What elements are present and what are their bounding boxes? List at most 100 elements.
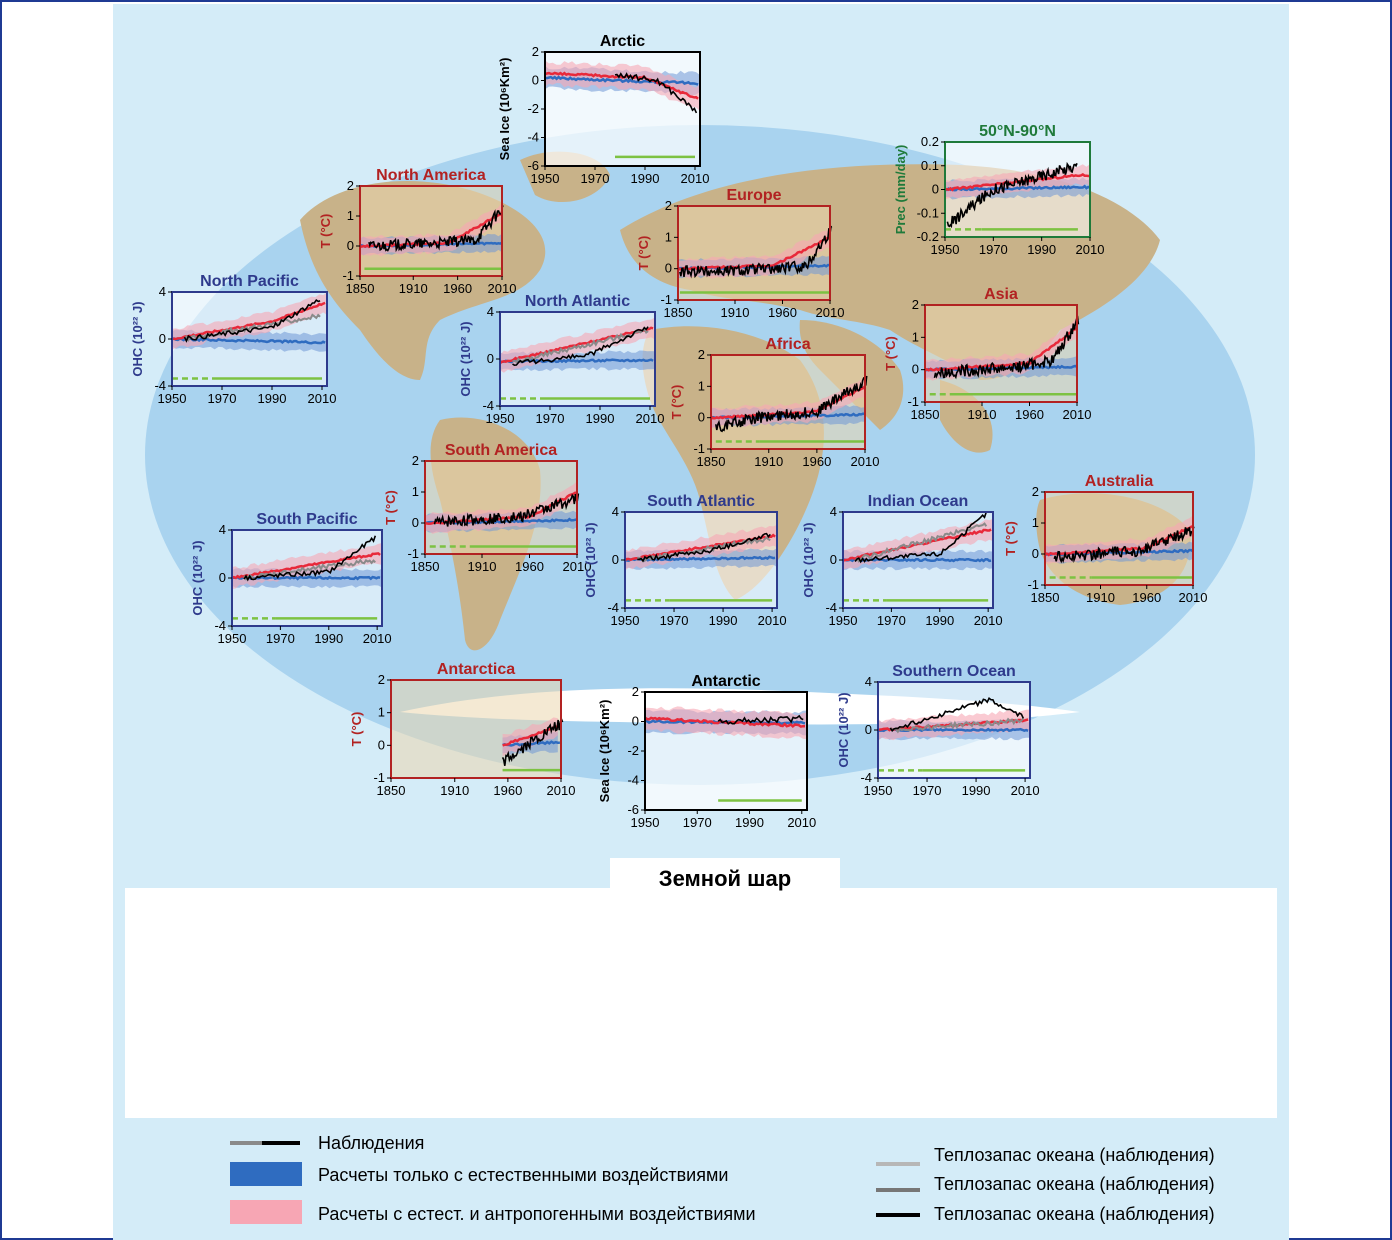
- chart-south-atlantic: 1950 1970 1990 2010 -4 0 4 South Atlantic OHC (1…: [583, 493, 787, 628]
- y-tick-label: -1: [373, 770, 385, 785]
- anthro-line: [644, 716, 806, 728]
- y-tick-label: -1: [342, 268, 354, 283]
- x-tick-label: 1950: [631, 815, 660, 830]
- chart-antarctica: 1850 1910 1960 2010 -1 0 1 2 Antarctica T (°C): [349, 661, 575, 798]
- y-tick-label: 2: [665, 198, 672, 213]
- y-tick-label: 4: [865, 674, 872, 689]
- x-tick-label: 1960: [1015, 407, 1044, 422]
- legend-ohc1-label: Теплозапас океана (наблюдения): [934, 1145, 1215, 1165]
- obs-line: [368, 204, 504, 253]
- obs-gray-line: [889, 717, 1025, 734]
- x-tick-label: 2010: [308, 391, 337, 406]
- y-axis-label: T (°C): [669, 385, 684, 420]
- y-tick-label: 0: [612, 552, 619, 567]
- y-axis-label: Sea Ice (10⁶Km²): [497, 58, 512, 161]
- y-tick-label: 0: [159, 331, 166, 346]
- x-tick-label: 1910: [968, 407, 997, 422]
- x-tick-label: 1950: [486, 411, 515, 426]
- legend-anthro-label: Расчеты с естест. и антропогенными возде…: [318, 1204, 756, 1224]
- plot-area: [645, 692, 807, 810]
- x-tick-label: 1970: [877, 613, 906, 628]
- y-tick-label: 0: [1032, 546, 1039, 561]
- y-axis-label: OHC (10²² J): [583, 522, 598, 597]
- x-tick-label: 1950: [218, 631, 247, 646]
- y-tick-label: -2: [527, 101, 539, 116]
- legend-ohc3-label: Теплозапас океана (наблюдения): [934, 1204, 1215, 1224]
- x-tick-label: 1970: [208, 391, 237, 406]
- y-tick-label: -1: [660, 292, 672, 307]
- chart-title: South Pacific: [256, 511, 357, 528]
- obs-line: [501, 717, 564, 766]
- y-tick-label: -4: [482, 398, 494, 413]
- y-tick-label: 0: [347, 238, 354, 253]
- chart-frame: [424, 460, 578, 555]
- x-tick-label: 2010: [1063, 407, 1092, 422]
- y-tick-label: 4: [487, 304, 494, 319]
- x-tick-label: 1960: [443, 281, 472, 296]
- y-axis-label: OHC (10²² J): [130, 301, 145, 376]
- y-tick-label: -1: [1027, 577, 1039, 592]
- anthro-band: [545, 60, 700, 111]
- x-tick-label: 2010: [681, 171, 710, 186]
- chart-title: Antarctic: [691, 673, 760, 690]
- plot-area: [925, 305, 1077, 402]
- y-axis-label: T (°C): [883, 336, 898, 371]
- chart-frame: [710, 354, 866, 450]
- y-tick-label: -0.1: [917, 205, 939, 220]
- y-tick-label: 1: [1032, 515, 1039, 530]
- legend-natural-swatch: [230, 1162, 302, 1186]
- y-tick-label: -4: [154, 378, 166, 393]
- y-tick-label: -4: [607, 600, 619, 615]
- y-tick-label: 0: [632, 714, 639, 729]
- natural-line: [944, 184, 1091, 192]
- y-tick-label: 1: [698, 378, 705, 393]
- y-tick-label: -1: [907, 394, 919, 409]
- y-tick-label: 0: [698, 410, 705, 425]
- x-tick-label: 1970: [979, 242, 1008, 257]
- x-tick-label: 1910: [721, 305, 750, 320]
- y-axis-label: OHC (10²² J): [190, 540, 205, 615]
- anthro-line: [544, 71, 699, 100]
- chart-title: Africa: [765, 336, 810, 353]
- x-tick-label: 1850: [346, 281, 375, 296]
- obs-gray-line: [243, 558, 376, 581]
- y-axis-label: OHC (10²² J): [836, 692, 851, 767]
- anthro-line: [499, 326, 654, 365]
- x-tick-label: 2010: [636, 411, 665, 426]
- chart-title: North America: [376, 167, 486, 184]
- y-tick-label: 2: [1032, 484, 1039, 499]
- chart-title: North Pacific: [200, 273, 299, 290]
- global-panel-box: [125, 888, 1277, 1118]
- y-tick-label: 0: [412, 515, 419, 530]
- y-tick-label: 0: [865, 722, 872, 737]
- chart-title: Europe: [726, 187, 781, 204]
- x-tick-label: 2010: [851, 454, 880, 469]
- anthro-line: [924, 326, 1078, 372]
- obs-line: [183, 298, 321, 343]
- obs-line: [946, 161, 1078, 229]
- x-tick-label: 1950: [531, 171, 560, 186]
- y-tick-label: -4: [527, 130, 539, 145]
- chart-title: 50°N-90°N: [979, 123, 1056, 140]
- y-tick-label: 0: [665, 261, 672, 276]
- y-tick-label: 4: [159, 284, 166, 299]
- x-tick-label: 2010: [1011, 783, 1040, 798]
- y-tick-label: 0.1: [921, 158, 939, 173]
- obs-line: [679, 225, 833, 279]
- legend-obs-label: Наблюдения: [318, 1133, 424, 1153]
- chart-southern-ocean: 1950 1970 1990 2010 -4 0 4 Southern Ocean OHC (1…: [836, 663, 1040, 798]
- y-axis-label: T (°C): [636, 236, 651, 271]
- natural-line: [877, 727, 1029, 733]
- x-tick-label: 2010: [974, 613, 1003, 628]
- x-tick-label: 1970: [536, 411, 565, 426]
- y-tick-label: 0: [378, 737, 385, 752]
- x-tick-label: 1850: [911, 407, 940, 422]
- x-tick-label: 1960: [1132, 590, 1161, 605]
- x-tick-label: 1960: [768, 305, 797, 320]
- x-tick-label: 1990: [925, 613, 954, 628]
- chart-frame: [359, 185, 503, 277]
- natural-line: [171, 337, 326, 345]
- natural-line: [502, 740, 560, 747]
- x-tick-label: 2010: [1076, 242, 1105, 257]
